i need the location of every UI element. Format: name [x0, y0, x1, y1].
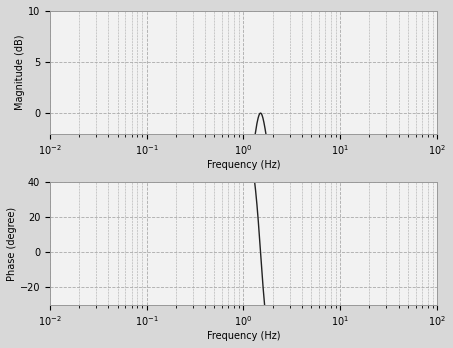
X-axis label: Frequency (Hz): Frequency (Hz)	[207, 160, 280, 170]
X-axis label: Frequency (Hz): Frequency (Hz)	[207, 331, 280, 341]
Y-axis label: Magnitude (dB): Magnitude (dB)	[15, 34, 25, 110]
Y-axis label: Phase (degree): Phase (degree)	[7, 206, 17, 280]
